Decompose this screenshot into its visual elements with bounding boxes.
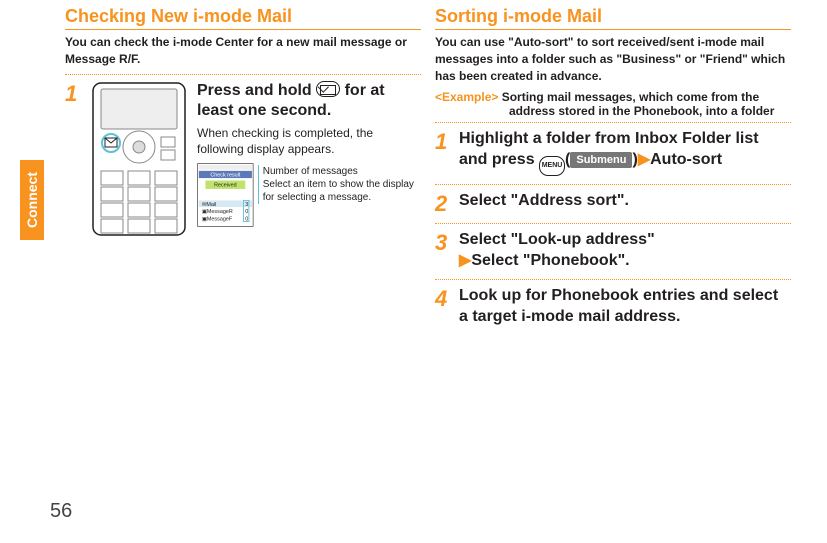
result-screen-row: Check result Received ✉Mail 3 ▣MessageR … — [197, 157, 421, 227]
page-number: 56 — [50, 500, 72, 523]
content-columns: Checking New i-mode Mail You can check t… — [65, 6, 805, 336]
example-line: <Example> Sorting mail messages, which c… — [435, 90, 791, 118]
text: Select "Look-up address" — [459, 231, 655, 248]
arrow-icon: ▶ — [638, 151, 650, 168]
svg-text:Received: Received — [214, 183, 237, 189]
step-number: 1 — [435, 131, 459, 153]
arrow-icon: ▶ — [459, 252, 471, 269]
submenu-button-label: Submenu — [570, 152, 632, 168]
svg-text:✉Mail: ✉Mail — [202, 202, 216, 208]
step-number: 2 — [435, 193, 459, 215]
example-text-a: Sorting mail messages, which come from t… — [502, 90, 759, 104]
svg-text:▣MessageR: ▣MessageR — [202, 209, 233, 215]
svg-text:Check result: Check result — [210, 173, 241, 179]
svg-text:3: 3 — [245, 202, 248, 208]
right-section-title: Sorting i-mode Mail — [435, 6, 791, 30]
callout-a: Number of messages — [263, 166, 358, 177]
right-step-heading: Select "Look-up address" ▶Select "Phoneb… — [459, 230, 791, 272]
right-step-3: 3 Select "Look-up address" ▶Select "Phon… — [435, 224, 791, 281]
right-step-1: 1 Highlight a folder from Inbox Folder l… — [435, 122, 791, 184]
right-step-heading: Look up for Phonebook entries and select… — [459, 286, 791, 328]
svg-text:▣MessageF: ▣MessageF — [202, 217, 233, 223]
left-section-title: Checking New i-mode Mail — [65, 6, 421, 30]
left-step-body: Press and hold for at least one second. … — [197, 81, 421, 228]
phone-illustration — [91, 81, 187, 237]
example-tag: <Example> — [435, 90, 498, 104]
mail-key-icon — [316, 81, 340, 97]
step-number: 4 — [435, 288, 459, 310]
result-callout: Number of messages Select an item to sho… — [258, 165, 421, 204]
left-intro: You can check the i-mode Center for a ne… — [65, 34, 421, 68]
callout-b: Select an item to show the display for s… — [263, 179, 414, 203]
right-step-heading: Select "Address sort". — [459, 191, 791, 212]
left-step-heading: Press and hold for at least one second. — [197, 81, 421, 123]
check-result-screen: Check result Received ✉Mail 3 ▣MessageR … — [197, 163, 254, 227]
right-step-4: 4 Look up for Phonebook entries and sele… — [435, 280, 791, 336]
heading-text-a: Press and hold — [197, 82, 316, 99]
left-step-subtext: When checking is completed, the followin… — [197, 126, 421, 157]
svg-text:0: 0 — [245, 209, 248, 215]
left-column: Checking New i-mode Mail You can check t… — [65, 6, 435, 336]
example-text-b: address stored in the Phonebook, into a … — [509, 104, 791, 118]
right-intro: You can use "Auto-sort" to sort received… — [435, 34, 791, 84]
step-number: 3 — [435, 232, 459, 254]
right-step-heading: Highlight a folder from Inbox Folder lis… — [459, 129, 791, 175]
menu-key-icon: MENU — [539, 156, 565, 176]
text: Auto-sort — [650, 151, 722, 168]
left-step-1: 1 — [65, 74, 421, 245]
right-column: Sorting i-mode Mail You can use "Auto-so… — [435, 6, 805, 336]
text: Select "Phonebook". — [471, 252, 629, 269]
right-step-2: 2 Select "Address sort". — [435, 185, 791, 224]
step-number: 1 — [65, 83, 89, 105]
side-tab: Connect — [20, 160, 44, 240]
